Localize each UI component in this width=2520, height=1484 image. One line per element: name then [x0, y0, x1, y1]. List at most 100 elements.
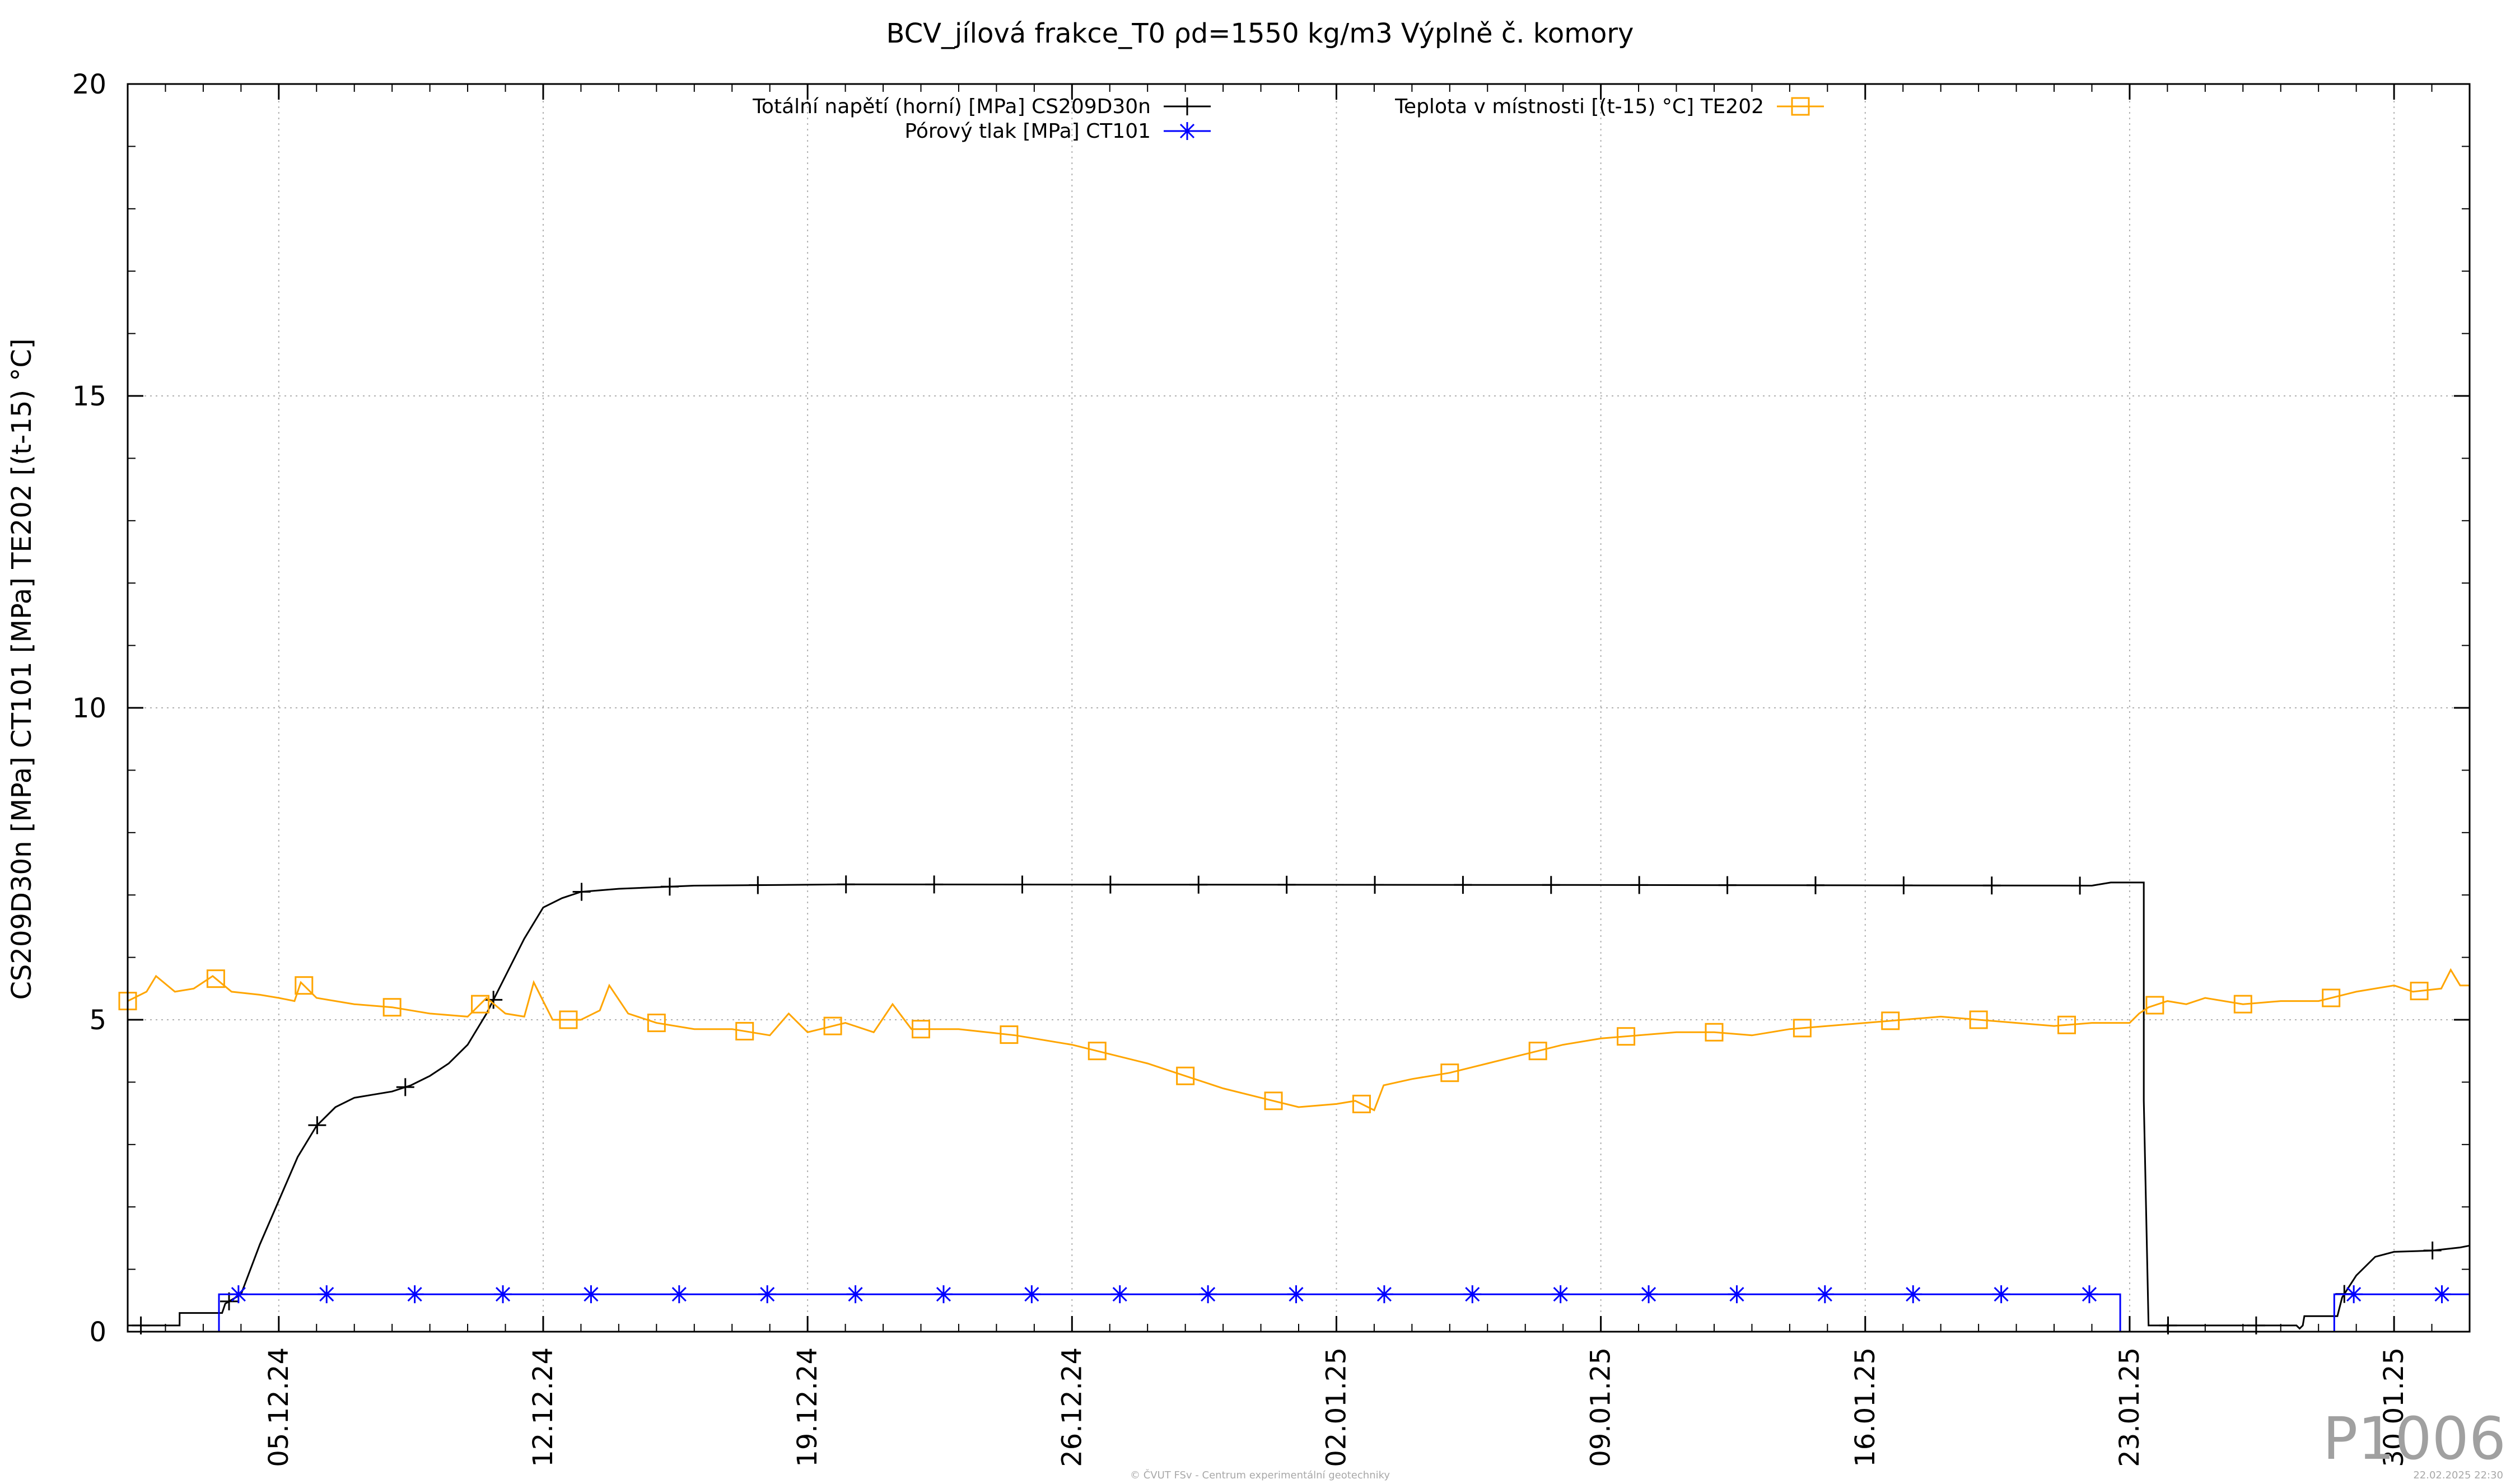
data-point-marker [1088, 1042, 1107, 1061]
y-tick-label: 15 [72, 381, 106, 412]
y-axis-label: CS209D30n [MPa] CT101 [MPa] TE202 [(t-15… [6, 338, 38, 1000]
data-point-marker [229, 1285, 248, 1304]
series-line [127, 968, 2470, 1112]
footer-copyright: © ČVUT FSv - Centrum experimentální geot… [1130, 1469, 1390, 1481]
legend-marker-icon [1791, 97, 1810, 116]
data-point-marker [1992, 1285, 2010, 1304]
data-point-marker [1463, 1285, 1482, 1304]
data-point-marker [1023, 1285, 1041, 1304]
data-point-marker [484, 991, 503, 1009]
data-point-marker [1528, 1042, 1547, 1061]
data-point-marker [1440, 1063, 1459, 1082]
data-point-marker [934, 1285, 953, 1304]
data-point-marker [823, 1016, 842, 1035]
series-layer [118, 875, 2470, 1334]
legend: Totální napětí (horní) [MPa] CS209D30nPó… [752, 95, 1824, 143]
data-point-marker [1101, 875, 1119, 894]
data-point-marker [846, 1285, 865, 1304]
data-point-marker [1013, 875, 1032, 894]
x-tick-label: 16.01.25 [1850, 1347, 1881, 1467]
data-point-marker [220, 1292, 238, 1310]
legend-marker-icon [1178, 97, 1196, 115]
y-tick-label: 20 [72, 69, 106, 100]
data-point-marker [206, 969, 225, 988]
data-point-marker [758, 1285, 777, 1304]
data-point-marker [405, 1285, 424, 1304]
data-point-marker [559, 1010, 578, 1029]
data-point-marker [2410, 982, 2429, 1001]
data-point-marker [1454, 876, 1472, 894]
data-point-marker [1277, 875, 1296, 894]
data-point-marker [396, 1078, 414, 1096]
data-point-marker [2057, 1015, 2076, 1034]
legend-label: Pórový tlak [MPa] CT101 [904, 120, 1151, 143]
x-tick-label: 12.12.24 [528, 1347, 559, 1467]
data-point-marker [1189, 875, 1208, 894]
data-point-marker [2145, 996, 2164, 1015]
data-point-marker [494, 1285, 512, 1304]
data-point-marker [670, 1285, 688, 1304]
data-point-marker [2423, 1242, 2442, 1260]
legend-item: Pórový tlak [MPa] CT101 [904, 120, 1211, 143]
data-point-marker [1718, 876, 1737, 894]
series-line [128, 881, 2470, 1330]
data-point-marker [1110, 1285, 1129, 1304]
data-point-marker [1542, 876, 1560, 894]
data-point-marker [1176, 1066, 1195, 1085]
grid [128, 84, 2470, 1332]
legend-label: Totální napětí (horní) [MPa] CS209D30n [752, 95, 1151, 118]
chart-title: BCV_jílová frakce_T0 ρd=1550 kg/m3 Výpln… [886, 18, 1634, 49]
data-point-marker [2080, 1285, 2098, 1304]
data-point-marker [2233, 995, 2252, 1014]
x-tick-label: 02.01.25 [1320, 1347, 1352, 1467]
data-point-marker [1366, 876, 1384, 894]
x-tick-label: 05.12.24 [263, 1347, 295, 1467]
axes: 0 5 10 15 20 05.12.24 12.12.24 19.12.24 26.12.24… [72, 69, 2470, 1467]
data-point-marker [735, 1021, 754, 1040]
data-point-marker [1630, 876, 1649, 894]
data-point-marker [647, 1014, 666, 1033]
data-point-marker [1806, 876, 1824, 894]
data-point-marker [382, 998, 402, 1017]
series-1 [218, 1285, 2470, 1333]
data-point-marker [2071, 876, 2089, 895]
data-point-marker [1352, 1094, 1371, 1113]
data-point-marker [1904, 1285, 1922, 1304]
data-point-marker [911, 1020, 930, 1039]
x-tick-label: 30.01.25 [2378, 1347, 2410, 1467]
data-point-marker [1375, 1285, 1393, 1304]
data-point-marker [1617, 1027, 1636, 1046]
data-point-marker [1728, 1285, 1746, 1304]
data-point-marker [1264, 1091, 1283, 1110]
x-tick-label: 23.01.25 [2114, 1347, 2145, 1467]
data-point-marker [660, 878, 679, 896]
legend-label: Teplota v místnosti [(t-15) °C] TE202 [1394, 95, 1764, 118]
series-2 [118, 968, 2470, 1113]
data-point-marker [1894, 876, 1913, 895]
data-point-marker [2322, 988, 2341, 1007]
data-point-marker [1881, 1011, 1900, 1030]
x-tick-label: 09.01.25 [1585, 1347, 1617, 1467]
y-tick-label: 5 [89, 1005, 106, 1036]
x-tick-label: 19.12.24 [792, 1347, 823, 1467]
series-0 [128, 875, 2470, 1334]
legend-item: Teplota v místnosti [(t-15) °C] TE202 [1394, 95, 1824, 118]
data-point-marker [295, 976, 314, 995]
data-point-marker [1816, 1285, 1834, 1304]
data-point-marker [1640, 1285, 1658, 1304]
y-tick-label: 0 [89, 1317, 106, 1348]
data-point-marker [1000, 1025, 1019, 1044]
footer-timestamp: 22.02.2025 22:30 [2413, 1469, 2503, 1481]
legend-marker-icon [1178, 122, 1196, 140]
legend-item: Totální napětí (horní) [MPa] CS209D30n [752, 95, 1211, 118]
data-point-marker [837, 875, 855, 894]
data-point-marker [1199, 1285, 1217, 1304]
data-point-marker [2345, 1285, 2363, 1304]
chart-id-label: P1006 [2323, 1404, 2506, 1473]
data-point-marker [749, 876, 767, 894]
data-point-marker [1793, 1019, 1812, 1038]
data-point-marker [1982, 876, 2001, 895]
data-point-marker [1705, 1023, 1724, 1042]
data-point-marker [572, 883, 591, 901]
